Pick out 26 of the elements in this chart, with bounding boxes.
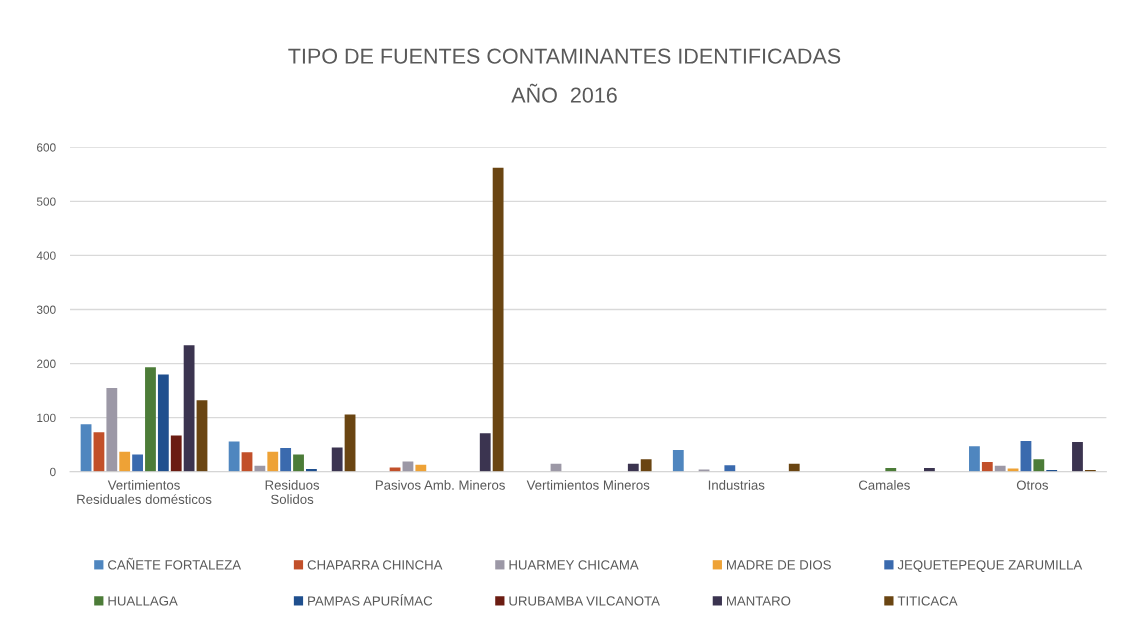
legend-label: HUARMEY CHICAMA bbox=[509, 560, 639, 570]
legend-label: MADRE DE DIOS bbox=[727, 560, 831, 570]
legend-label: PAMPAS APURÍMAC bbox=[308, 594, 433, 606]
y-tick-label: 100 bbox=[37, 413, 56, 423]
x-tick-label: Vertimientos Residuales domésticos bbox=[77, 480, 212, 504]
legend-label: MANTARO bbox=[727, 596, 791, 606]
y-tick-label: 500 bbox=[36, 197, 56, 206]
legend-label: CAÑETE FORTALEZA bbox=[108, 557, 242, 570]
legend-label: URUBAMBA VILCANOTA bbox=[509, 596, 660, 606]
legend-label: HUALLAGA bbox=[108, 596, 178, 606]
x-tick-label: Pasivos Amb. Mineros bbox=[375, 480, 505, 490]
y-tick-label: 0 bbox=[50, 467, 56, 477]
chart-title: TIPO DE FUENTES CONTAMINANTES IDENTIFICADAS bbox=[288, 48, 841, 64]
x-tick-label: Camales bbox=[858, 480, 910, 490]
legend-label: CHAPARRA CHINCHA bbox=[307, 560, 443, 570]
y-tick-label: 600 bbox=[37, 143, 56, 152]
y-tick-label: 200 bbox=[37, 359, 56, 368]
legend-label: TITICACA bbox=[897, 596, 958, 606]
y-tick-label: 300 bbox=[36, 305, 56, 314]
x-tick-label: Otros bbox=[1016, 480, 1049, 490]
x-tick-label: Vertimientos Mineros bbox=[526, 480, 650, 490]
chart-subtitle: AÑO 2016 bbox=[511, 83, 617, 103]
y-tick-label: 400 bbox=[36, 251, 56, 260]
legend-label: JEQUETEPEQUE ZARUMILLA bbox=[897, 560, 1083, 572]
x-tick-label: Residuos Solidos bbox=[265, 480, 320, 504]
x-tick-label: Industrias bbox=[708, 480, 765, 490]
